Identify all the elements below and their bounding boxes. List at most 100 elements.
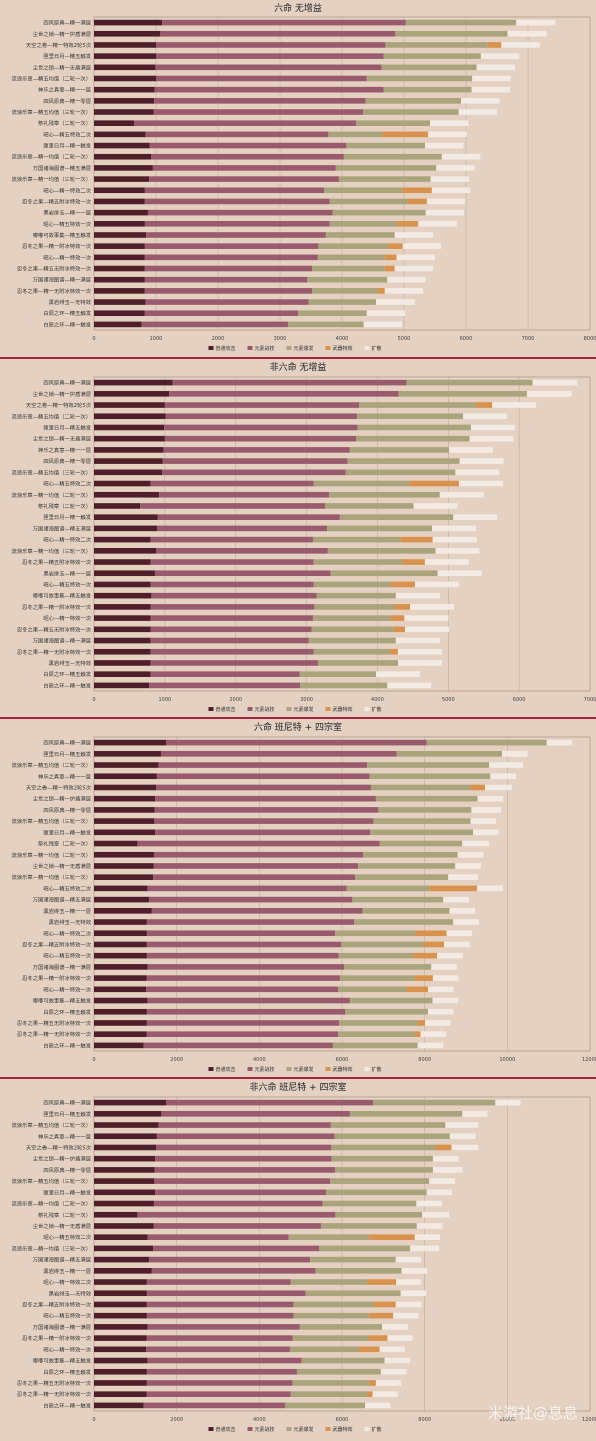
bar-segment <box>155 1155 332 1162</box>
bar-segment <box>94 1167 155 1173</box>
category-label: 匣里日月—精一触发 <box>43 142 91 150</box>
category-label: 流浪乐章—精五均值（三轮一次） <box>12 108 91 116</box>
bar-segment <box>356 435 470 442</box>
bar-segment <box>313 648 391 655</box>
category-label: 忍冬之果—精五无附冰特效一次 <box>17 1379 92 1387</box>
bar-segment <box>150 604 315 610</box>
bar-segment <box>312 288 378 294</box>
bar-segment <box>410 1245 440 1252</box>
chart-title: 六命 班尼特 + 四宗室 <box>254 721 342 733</box>
bar-segment <box>395 30 508 37</box>
bar-segment <box>352 896 444 903</box>
bar-segment <box>435 1144 452 1151</box>
bar-segment <box>432 536 477 543</box>
bar-segment <box>349 447 449 453</box>
bar-segment <box>338 952 414 959</box>
bar-segment <box>94 671 151 677</box>
bar-segment <box>94 480 151 487</box>
bar-segment <box>146 1290 306 1297</box>
bar-segment <box>94 402 165 408</box>
bar-segment <box>430 120 469 126</box>
bar-segment <box>345 1008 428 1015</box>
bar-segment <box>396 1279 422 1285</box>
bar-segment <box>94 1391 147 1397</box>
bar-segment <box>477 885 503 892</box>
bar-segment <box>94 221 145 227</box>
category-label: 忍冬之果—精五无附冰特效一次 <box>17 1019 92 1027</box>
bar-segment <box>330 1122 446 1128</box>
x-tick-label: 0 <box>92 1057 95 1063</box>
category-label: 昭心—精五特效一次 <box>43 580 91 588</box>
bar-segment <box>426 1189 452 1196</box>
bar-segment <box>470 424 515 431</box>
category-label: 黑岩绯玉—精一一层 <box>43 569 91 577</box>
bar-segment <box>164 424 358 431</box>
bar-segment <box>94 1042 144 1049</box>
bar-segment <box>427 1008 454 1015</box>
category-label: 昭心—精五特效二次 <box>43 884 91 892</box>
bar-segment <box>162 469 346 476</box>
bar-segment <box>144 254 318 261</box>
legend-label: 元素战技 <box>255 706 275 713</box>
bar-segment <box>94 1256 149 1263</box>
bar-segment <box>153 109 364 115</box>
category-label: 万国诸海图谱—精一满层 <box>33 963 91 971</box>
bar-segment <box>383 86 472 93</box>
bar-segment <box>485 784 512 791</box>
bar-segment <box>436 165 475 171</box>
category-label: 黑岩绯玉—精一一层 <box>43 907 91 915</box>
bar-segment <box>380 1368 407 1375</box>
bar-segment <box>317 254 385 261</box>
bar-segment <box>458 480 503 487</box>
bar-segment <box>144 221 330 227</box>
bar-segment <box>94 682 150 689</box>
x-tick-label: 8000 <box>584 336 596 342</box>
bar-segment <box>146 1391 291 1397</box>
bar-segment <box>94 265 145 272</box>
bar-segment <box>432 997 459 1004</box>
bar-segment <box>462 840 490 847</box>
bar-segment <box>327 525 432 532</box>
category-label: 流浪乐章—精一均值（三轮一次） <box>12 175 91 183</box>
bar-segment <box>526 391 572 397</box>
legend-swatch <box>247 1067 253 1071</box>
bar-segment <box>387 276 426 283</box>
category-label: 忍冬之果—精一附冰特效一次 <box>22 1334 92 1342</box>
bar-segment <box>157 514 340 520</box>
category-label: 白辰之环—精五触发 <box>43 1008 91 1016</box>
bar-segment <box>322 1200 417 1207</box>
legend-swatch <box>208 1427 214 1431</box>
bar-segment <box>94 391 170 397</box>
bar-segment <box>373 818 471 824</box>
bar-segment <box>152 165 336 171</box>
bar-segment <box>418 221 457 227</box>
bar-segment <box>146 986 339 993</box>
bar-segment <box>409 480 459 487</box>
bar-segment <box>437 952 463 959</box>
bar-segment <box>94 592 152 599</box>
category-label: 昭心—精五特效二次 <box>43 480 91 488</box>
category-label: 白辰之环—精五触发 <box>43 1368 91 1376</box>
category-label: 万国诸海图谱—精一满层 <box>33 637 91 645</box>
x-tick-label: 10000 <box>499 1417 515 1423</box>
category-label: 匣里日月—精五触发 <box>43 52 91 60</box>
category-label: 白辰之环—精五触发 <box>43 309 91 317</box>
bar-segment <box>144 187 325 194</box>
category-label: 尘世之锁—精一护盾满层 <box>33 795 91 803</box>
bar-segment <box>480 53 520 59</box>
bar-segment <box>94 975 147 981</box>
bar-segment <box>94 997 148 1004</box>
panel-divider-2 <box>0 717 596 719</box>
bar-segment <box>396 751 502 757</box>
bar-segment <box>363 321 403 328</box>
bar-segment <box>158 1122 331 1128</box>
bar-segment <box>94 469 163 476</box>
category-label: 流浪乐章—精一均值（三轮一次） <box>12 1244 91 1252</box>
bar-segment <box>490 773 517 780</box>
bar-segment <box>516 19 556 26</box>
bar-segment <box>94 1301 147 1308</box>
chart-panel-4: 非六命 班尼特 + 四宗室 0 2000 4000 6000 8000 10000 12000… <box>0 1079 596 1437</box>
bar-segment <box>159 491 330 498</box>
bar-segment <box>489 762 524 768</box>
category-label: 忍冬之果—精五无附冰特效一次 <box>17 265 92 273</box>
